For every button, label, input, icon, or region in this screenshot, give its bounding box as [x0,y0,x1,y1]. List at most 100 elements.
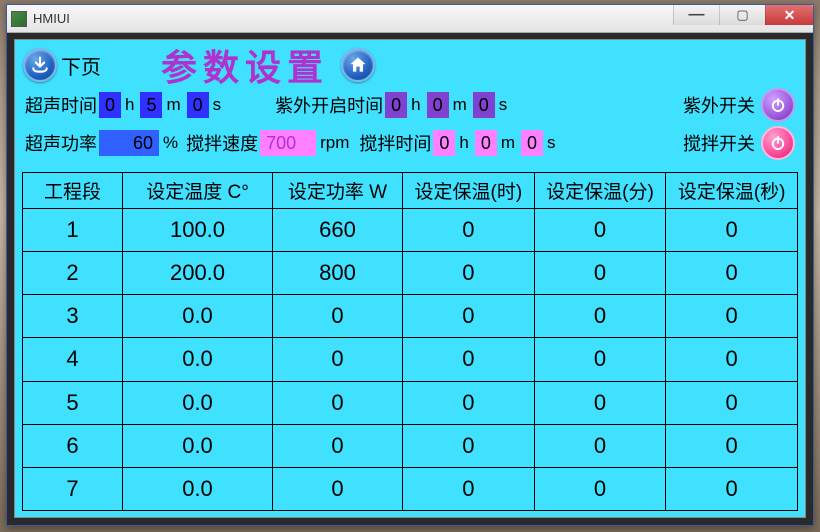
close-button[interactable] [765,5,813,25]
uv-switch-label: 紫外开关 [683,92,755,118]
table-cell[interactable]: 0 [666,209,798,252]
table-cell[interactable]: 100.0 [123,209,273,252]
table-row: 2200.0800000 [23,252,798,295]
stir-speed-field[interactable]: 700 [260,130,316,156]
table-cell[interactable]: 0 [534,467,666,510]
minimize-button[interactable] [673,5,719,25]
params-row-2: 超声功率 60 % 搅拌速度 700 rpm 搅拌时间 0 h 0 m 0 s … [15,124,805,162]
table-cell[interactable]: 7 [23,467,123,510]
table-cell[interactable]: 0 [403,209,535,252]
table-cell[interactable]: 0 [666,338,798,381]
table-row: 30.00000 [23,295,798,338]
table-cell[interactable]: 0 [273,467,403,510]
maximize-button[interactable] [719,5,765,25]
table-row: 60.00000 [23,424,798,467]
table-cell[interactable]: 0 [666,424,798,467]
home-icon [348,55,368,75]
col-hold-m: 设定保温(分) [534,173,666,209]
table-cell[interactable]: 5 [23,381,123,424]
power-icon [769,134,787,152]
table-cell[interactable]: 0 [534,209,666,252]
table-cell[interactable]: 0 [403,252,535,295]
table-cell[interactable]: 0 [534,424,666,467]
uv-switch-button[interactable] [761,88,795,122]
table-cell[interactable]: 0 [666,295,798,338]
us-time-s-field[interactable]: 0 [187,92,209,118]
table-cell[interactable]: 0.0 [123,381,273,424]
table-cell[interactable]: 4 [23,338,123,381]
uv-m-field[interactable]: 0 [427,92,449,118]
stir-m-field[interactable]: 0 [475,130,497,156]
params-table: 工程段 设定温度 C° 设定功率 W 设定保温(时) 设定保温(分) 设定保温(… [22,172,798,511]
table-row: 50.00000 [23,381,798,424]
table-cell[interactable]: 0 [666,467,798,510]
table-cell[interactable]: 0 [403,381,535,424]
col-stage: 工程段 [23,173,123,209]
next-page-button[interactable] [23,48,57,82]
page-title: 参数设置 [161,39,329,91]
table-row: 70.00000 [23,467,798,510]
uv-h-field[interactable]: 0 [385,92,407,118]
table-cell[interactable]: 800 [273,252,403,295]
table-cell[interactable]: 0.0 [123,424,273,467]
unit-s3: s [547,133,556,153]
us-power-field[interactable]: 60 [99,130,159,156]
table-cell[interactable]: 6 [23,424,123,467]
table-header-row: 工程段 设定温度 C° 设定功率 W 设定保温(时) 设定保温(分) 设定保温(… [23,173,798,209]
unit-m2: m [453,95,467,115]
window-buttons [673,5,813,25]
uv-start-label: 紫外开启时间 [275,92,383,118]
table-cell[interactable]: 0 [403,424,535,467]
table-cell[interactable]: 0 [534,381,666,424]
power-icon [769,96,787,114]
header-row: 下页 参数设置 [15,40,805,86]
unit-h3: h [459,133,468,153]
table-cell[interactable]: 1 [23,209,123,252]
stir-s-field[interactable]: 0 [521,130,543,156]
params-table-wrap: 工程段 设定温度 C° 设定功率 W 设定保温(时) 设定保温(分) 设定保温(… [22,172,798,511]
stir-switch-button[interactable] [761,126,795,160]
table-cell[interactable]: 0 [273,295,403,338]
next-page-label: 下页 [61,51,101,80]
table-cell[interactable]: 0 [273,424,403,467]
table-cell[interactable]: 0 [534,252,666,295]
download-icon [30,55,50,75]
us-power-label: 超声功率 [25,130,97,156]
home-button[interactable] [341,48,375,82]
table-cell[interactable]: 0.0 [123,295,273,338]
col-hold-s: 设定保温(秒) [666,173,798,209]
us-time-m-field[interactable]: 5 [140,92,162,118]
table-cell[interactable]: 0 [403,338,535,381]
unit-m: m [166,95,180,115]
table-cell[interactable]: 3 [23,295,123,338]
table-cell[interactable]: 2 [23,252,123,295]
unit-s2: s [499,95,508,115]
table-cell[interactable]: 0 [534,338,666,381]
stir-h-field[interactable]: 0 [433,130,455,156]
content-panel: 下页 参数设置 超声时间 0 h 5 m 0 s 紫外开启时间 0 h 0 m … [14,39,806,518]
table-cell[interactable]: 0 [403,295,535,338]
table-cell[interactable]: 0 [273,338,403,381]
stir-time-label: 搅拌时间 [359,130,431,156]
us-time-h-field[interactable]: 0 [99,92,121,118]
unit-s: s [213,95,222,115]
uv-s-field[interactable]: 0 [473,92,495,118]
stir-switch-label: 搅拌开关 [683,130,755,156]
stir-speed-label: 搅拌速度 [186,130,258,156]
table-cell[interactable]: 0 [666,381,798,424]
table-cell[interactable]: 0.0 [123,467,273,510]
table-cell[interactable]: 660 [273,209,403,252]
table-cell[interactable]: 0.0 [123,338,273,381]
table-cell[interactable]: 200.0 [123,252,273,295]
table-cell[interactable]: 0 [273,381,403,424]
table-cell[interactable]: 0 [666,252,798,295]
us-time-label: 超声时间 [25,92,97,118]
table-cell[interactable]: 0 [534,295,666,338]
stir-speed-unit: rpm [320,133,349,153]
params-row-1: 超声时间 0 h 5 m 0 s 紫外开启时间 0 h 0 m 0 s 紫外开关 [15,86,805,124]
table-cell[interactable]: 0 [403,467,535,510]
table-row: 40.00000 [23,338,798,381]
unit-m3: m [501,133,515,153]
app-icon [11,11,27,27]
unit-h: h [125,95,134,115]
